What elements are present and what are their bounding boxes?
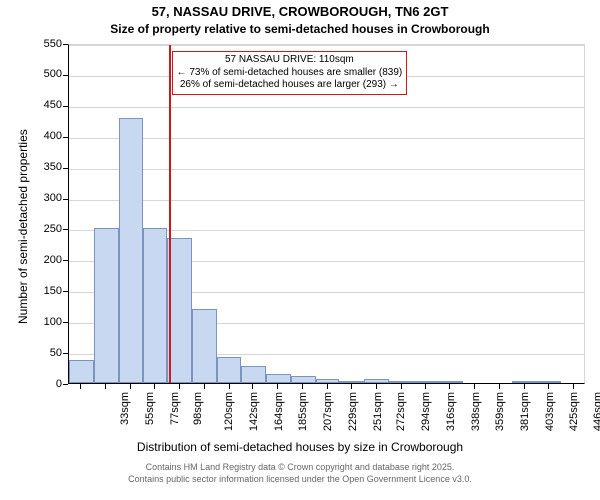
attribution-line-2: Contains public sector information licen…	[0, 474, 600, 484]
x-tick-mark	[130, 384, 131, 389]
x-tick-label: 98sqm	[193, 392, 205, 425]
x-tick-label: 272sqm	[395, 392, 407, 431]
y-tick-label: 550	[28, 38, 62, 50]
x-tick-mark	[302, 384, 303, 389]
y-tick-mark	[63, 353, 68, 354]
x-tick-label: 164sqm	[273, 392, 285, 431]
y-tick-label: 300	[28, 192, 62, 204]
property-marker-line	[169, 45, 171, 383]
bar	[389, 381, 414, 383]
x-tick-mark	[499, 384, 500, 389]
bar	[291, 376, 316, 383]
y-tick-mark	[63, 75, 68, 76]
x-tick-mark	[474, 384, 475, 389]
x-tick-mark	[425, 384, 426, 389]
x-tick-label: 381sqm	[519, 392, 531, 431]
bar	[94, 228, 119, 383]
x-tick-mark	[154, 384, 155, 389]
attribution-line-1: Contains HM Land Registry data © Crown c…	[0, 462, 600, 472]
bar	[414, 381, 438, 383]
x-tick-label: 55sqm	[144, 392, 156, 425]
x-tick-mark	[204, 384, 205, 389]
bar	[241, 366, 266, 383]
x-tick-mark	[376, 384, 377, 389]
y-tick-label: 100	[28, 316, 62, 328]
chart-container: 57, NASSAU DRIVE, CROWBOROUGH, TN6 2GT S…	[0, 0, 600, 500]
x-tick-label: 33sqm	[119, 392, 131, 425]
x-tick-label: 359sqm	[494, 392, 506, 431]
y-tick-label: 200	[28, 254, 62, 266]
x-tick-mark	[105, 384, 106, 389]
bar	[339, 381, 364, 383]
y-tick-label: 500	[28, 68, 62, 80]
x-tick-mark	[327, 384, 328, 389]
x-tick-label: 185sqm	[297, 392, 309, 431]
x-tick-label: 251sqm	[372, 392, 384, 431]
x-tick-mark	[252, 384, 253, 389]
x-tick-mark	[179, 384, 180, 389]
bar	[69, 360, 94, 383]
bar	[536, 381, 561, 383]
y-tick-mark	[63, 229, 68, 230]
y-tick-label: 50	[28, 347, 62, 359]
y-tick-label: 150	[28, 285, 62, 297]
y-tick-label: 400	[28, 130, 62, 142]
x-tick-label: 446sqm	[592, 392, 600, 431]
bar	[119, 118, 143, 383]
x-tick-label: 77sqm	[169, 392, 181, 425]
x-tick-mark	[524, 384, 525, 389]
y-tick-mark	[63, 322, 68, 323]
annotation-box: 57 NASSAU DRIVE: 110sqm ← 73% of semi-de…	[172, 51, 408, 95]
x-tick-mark	[401, 384, 402, 389]
bar	[316, 379, 340, 383]
bar	[438, 381, 463, 383]
bar	[512, 381, 536, 383]
x-tick-label: 120sqm	[224, 392, 236, 431]
y-tick-mark	[63, 137, 68, 138]
y-tick-label: 450	[28, 99, 62, 111]
bar	[217, 357, 241, 383]
annotation-line-1: 57 NASSAU DRIVE: 110sqm	[177, 54, 403, 67]
annotation-line-3: 26% of semi-detached houses are larger (…	[177, 79, 403, 92]
bar	[364, 379, 389, 383]
x-tick-mark	[80, 384, 81, 389]
x-tick-label: 294sqm	[420, 392, 432, 431]
x-tick-label: 316sqm	[445, 392, 457, 431]
plot-area: 57 NASSAU DRIVE: 110sqm ← 73% of semi-de…	[68, 44, 585, 384]
x-tick-mark	[229, 384, 230, 389]
x-tick-label: 338sqm	[470, 392, 482, 431]
y-tick-mark	[63, 384, 68, 385]
bar	[143, 228, 168, 383]
x-tick-mark	[573, 384, 574, 389]
annotation-line-2: ← 73% of semi-detached houses are smalle…	[177, 67, 403, 80]
x-axis-label: Distribution of semi-detached houses by …	[0, 440, 600, 454]
x-tick-mark	[449, 384, 450, 389]
bar	[167, 238, 192, 383]
y-tick-mark	[63, 168, 68, 169]
y-tick-label: 250	[28, 223, 62, 235]
x-tick-mark	[548, 384, 549, 389]
bar	[192, 309, 217, 383]
y-tick-mark	[63, 44, 68, 45]
x-tick-label: 207sqm	[322, 392, 334, 431]
x-tick-label: 403sqm	[544, 392, 556, 431]
y-tick-label: 350	[28, 161, 62, 173]
y-tick-mark	[63, 260, 68, 261]
y-tick-mark	[63, 106, 68, 107]
y-tick-mark	[63, 199, 68, 200]
chart-title-main: 57, NASSAU DRIVE, CROWBOROUGH, TN6 2GT	[0, 4, 600, 19]
x-tick-mark	[351, 384, 352, 389]
x-tick-label: 142sqm	[248, 392, 260, 431]
chart-title-sub: Size of property relative to semi-detach…	[0, 22, 600, 36]
x-tick-label: 229sqm	[347, 392, 359, 431]
x-tick-mark	[277, 384, 278, 389]
y-tick-mark	[63, 291, 68, 292]
y-tick-label: 0	[28, 378, 62, 390]
x-tick-label: 425sqm	[569, 392, 581, 431]
bar	[266, 374, 291, 383]
bars-group	[69, 45, 584, 383]
